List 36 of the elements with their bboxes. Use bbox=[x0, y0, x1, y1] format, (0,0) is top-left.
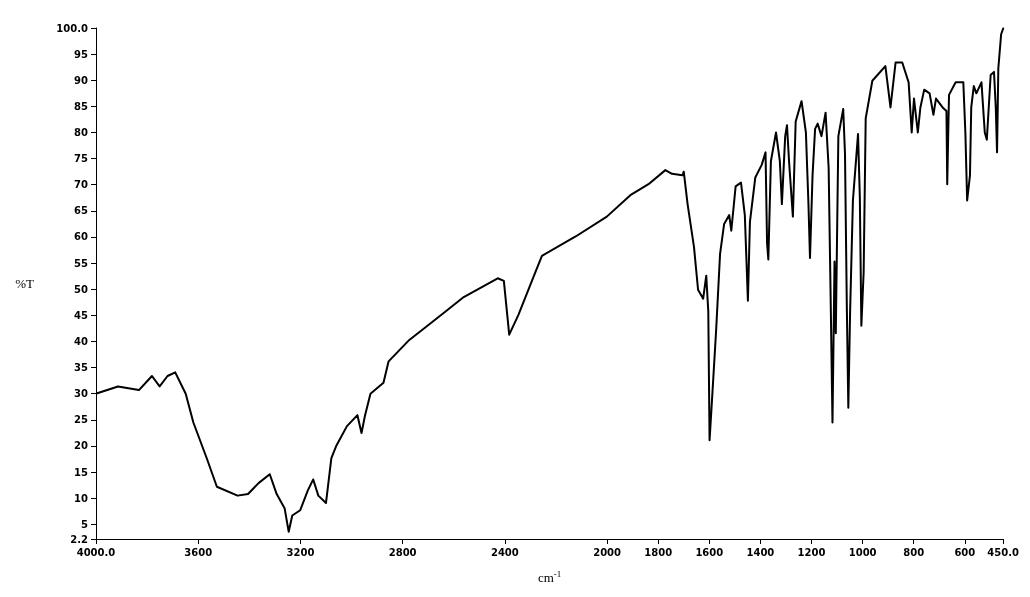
x-tick-label: 2400 bbox=[490, 546, 519, 558]
x-tick-label: 1800 bbox=[644, 546, 673, 558]
y-tick-label: 65 bbox=[74, 205, 89, 217]
y-tick-label: 85 bbox=[74, 100, 89, 112]
y-tick-label: 70 bbox=[74, 179, 89, 191]
y-tick-label: 25 bbox=[74, 414, 89, 426]
y-tick-label: 55 bbox=[74, 257, 89, 269]
y-tick-label: 75 bbox=[74, 153, 89, 165]
y-tick-label: 20 bbox=[74, 440, 89, 452]
y-tick-label: 50 bbox=[74, 283, 89, 295]
y-tick-label: 30 bbox=[74, 388, 89, 400]
x-tick-label: 800 bbox=[903, 546, 925, 558]
y-tick-label: 15 bbox=[74, 466, 89, 478]
y-tick-label: 95 bbox=[74, 48, 89, 60]
y-tick-label: 5 bbox=[81, 518, 89, 530]
y-tick-label: 2.2 bbox=[70, 533, 89, 545]
y-axis-title: %T bbox=[15, 276, 35, 291]
x-tick-label: 450.0 bbox=[987, 546, 1020, 558]
y-tick-label: 90 bbox=[74, 74, 89, 86]
y-tick-label: 40 bbox=[74, 336, 89, 347]
x-tick-label: 3200 bbox=[286, 546, 315, 558]
y-tick-label: 100.0 bbox=[56, 22, 89, 34]
x-tick-label: 1600 bbox=[695, 546, 724, 558]
x-tick-label: 2000 bbox=[593, 546, 622, 558]
y-tick-label: 45 bbox=[74, 309, 89, 321]
x-tick-label: 2800 bbox=[388, 546, 417, 558]
x-tick-label: 600 bbox=[954, 546, 976, 558]
x-tick-label: 1400 bbox=[746, 546, 775, 558]
x-tick-label: 1000 bbox=[848, 546, 877, 558]
y-tick-label: 10 bbox=[74, 492, 89, 504]
y-tick-label: 35 bbox=[74, 362, 89, 374]
x-tick-label: 3600 bbox=[184, 546, 213, 558]
x-tick-label: 4000.0 bbox=[76, 546, 116, 558]
x-tick-label: 1200 bbox=[797, 546, 826, 558]
y-tick-label: 60 bbox=[74, 231, 89, 243]
y-tick-label: 80 bbox=[74, 127, 89, 138]
